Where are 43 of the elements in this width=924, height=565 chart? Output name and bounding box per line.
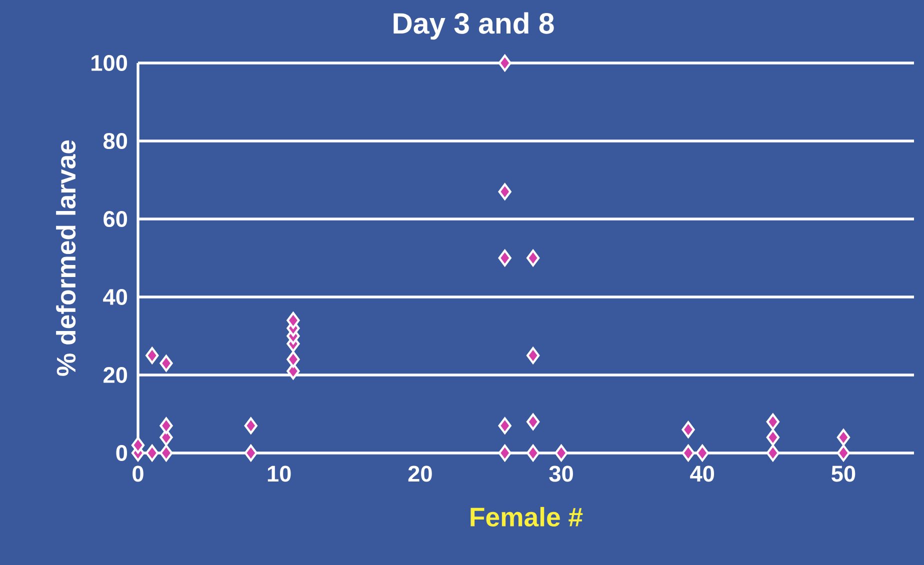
point bbox=[160, 444, 173, 462]
point bbox=[131, 436, 145, 454]
point bbox=[498, 183, 512, 200]
point bbox=[696, 444, 709, 462]
point bbox=[498, 444, 512, 462]
point bbox=[836, 444, 850, 462]
x-tick-label: 50 bbox=[832, 466, 856, 482]
point bbox=[146, 444, 159, 462]
point bbox=[526, 413, 540, 430]
y-tick-label: 0 bbox=[116, 444, 128, 462]
point bbox=[766, 444, 780, 462]
point bbox=[836, 428, 850, 446]
point bbox=[286, 312, 300, 329]
point bbox=[244, 444, 258, 462]
chart-title: Day 3 and 8 bbox=[394, 12, 554, 40]
x-axis-title: Female # bbox=[470, 506, 583, 527]
x-tick-label: 0 bbox=[132, 466, 144, 482]
point bbox=[526, 347, 540, 364]
point bbox=[554, 444, 568, 462]
point bbox=[526, 250, 540, 266]
point bbox=[682, 421, 695, 438]
x-tick-label: 40 bbox=[690, 466, 714, 482]
point bbox=[160, 417, 173, 434]
y-tick-label: 40 bbox=[103, 288, 128, 306]
y-tick-label: 100 bbox=[92, 54, 128, 72]
point bbox=[766, 413, 780, 430]
point bbox=[498, 417, 512, 434]
x-tick-label: 10 bbox=[268, 466, 291, 482]
point bbox=[766, 428, 780, 446]
point bbox=[160, 354, 173, 372]
point bbox=[286, 351, 300, 368]
point bbox=[244, 417, 258, 434]
x-tick-label: 30 bbox=[549, 466, 573, 482]
point bbox=[498, 250, 512, 266]
y-tick-label: 80 bbox=[103, 132, 128, 150]
x-tick-label: 20 bbox=[408, 466, 432, 482]
y-axis-title: % deformed larvae bbox=[56, 140, 76, 376]
point bbox=[498, 54, 512, 72]
y-tick-label: 20 bbox=[104, 366, 128, 384]
point bbox=[526, 444, 540, 462]
point bbox=[682, 444, 695, 462]
point bbox=[146, 347, 159, 364]
y-tick-label: 60 bbox=[104, 210, 128, 228]
